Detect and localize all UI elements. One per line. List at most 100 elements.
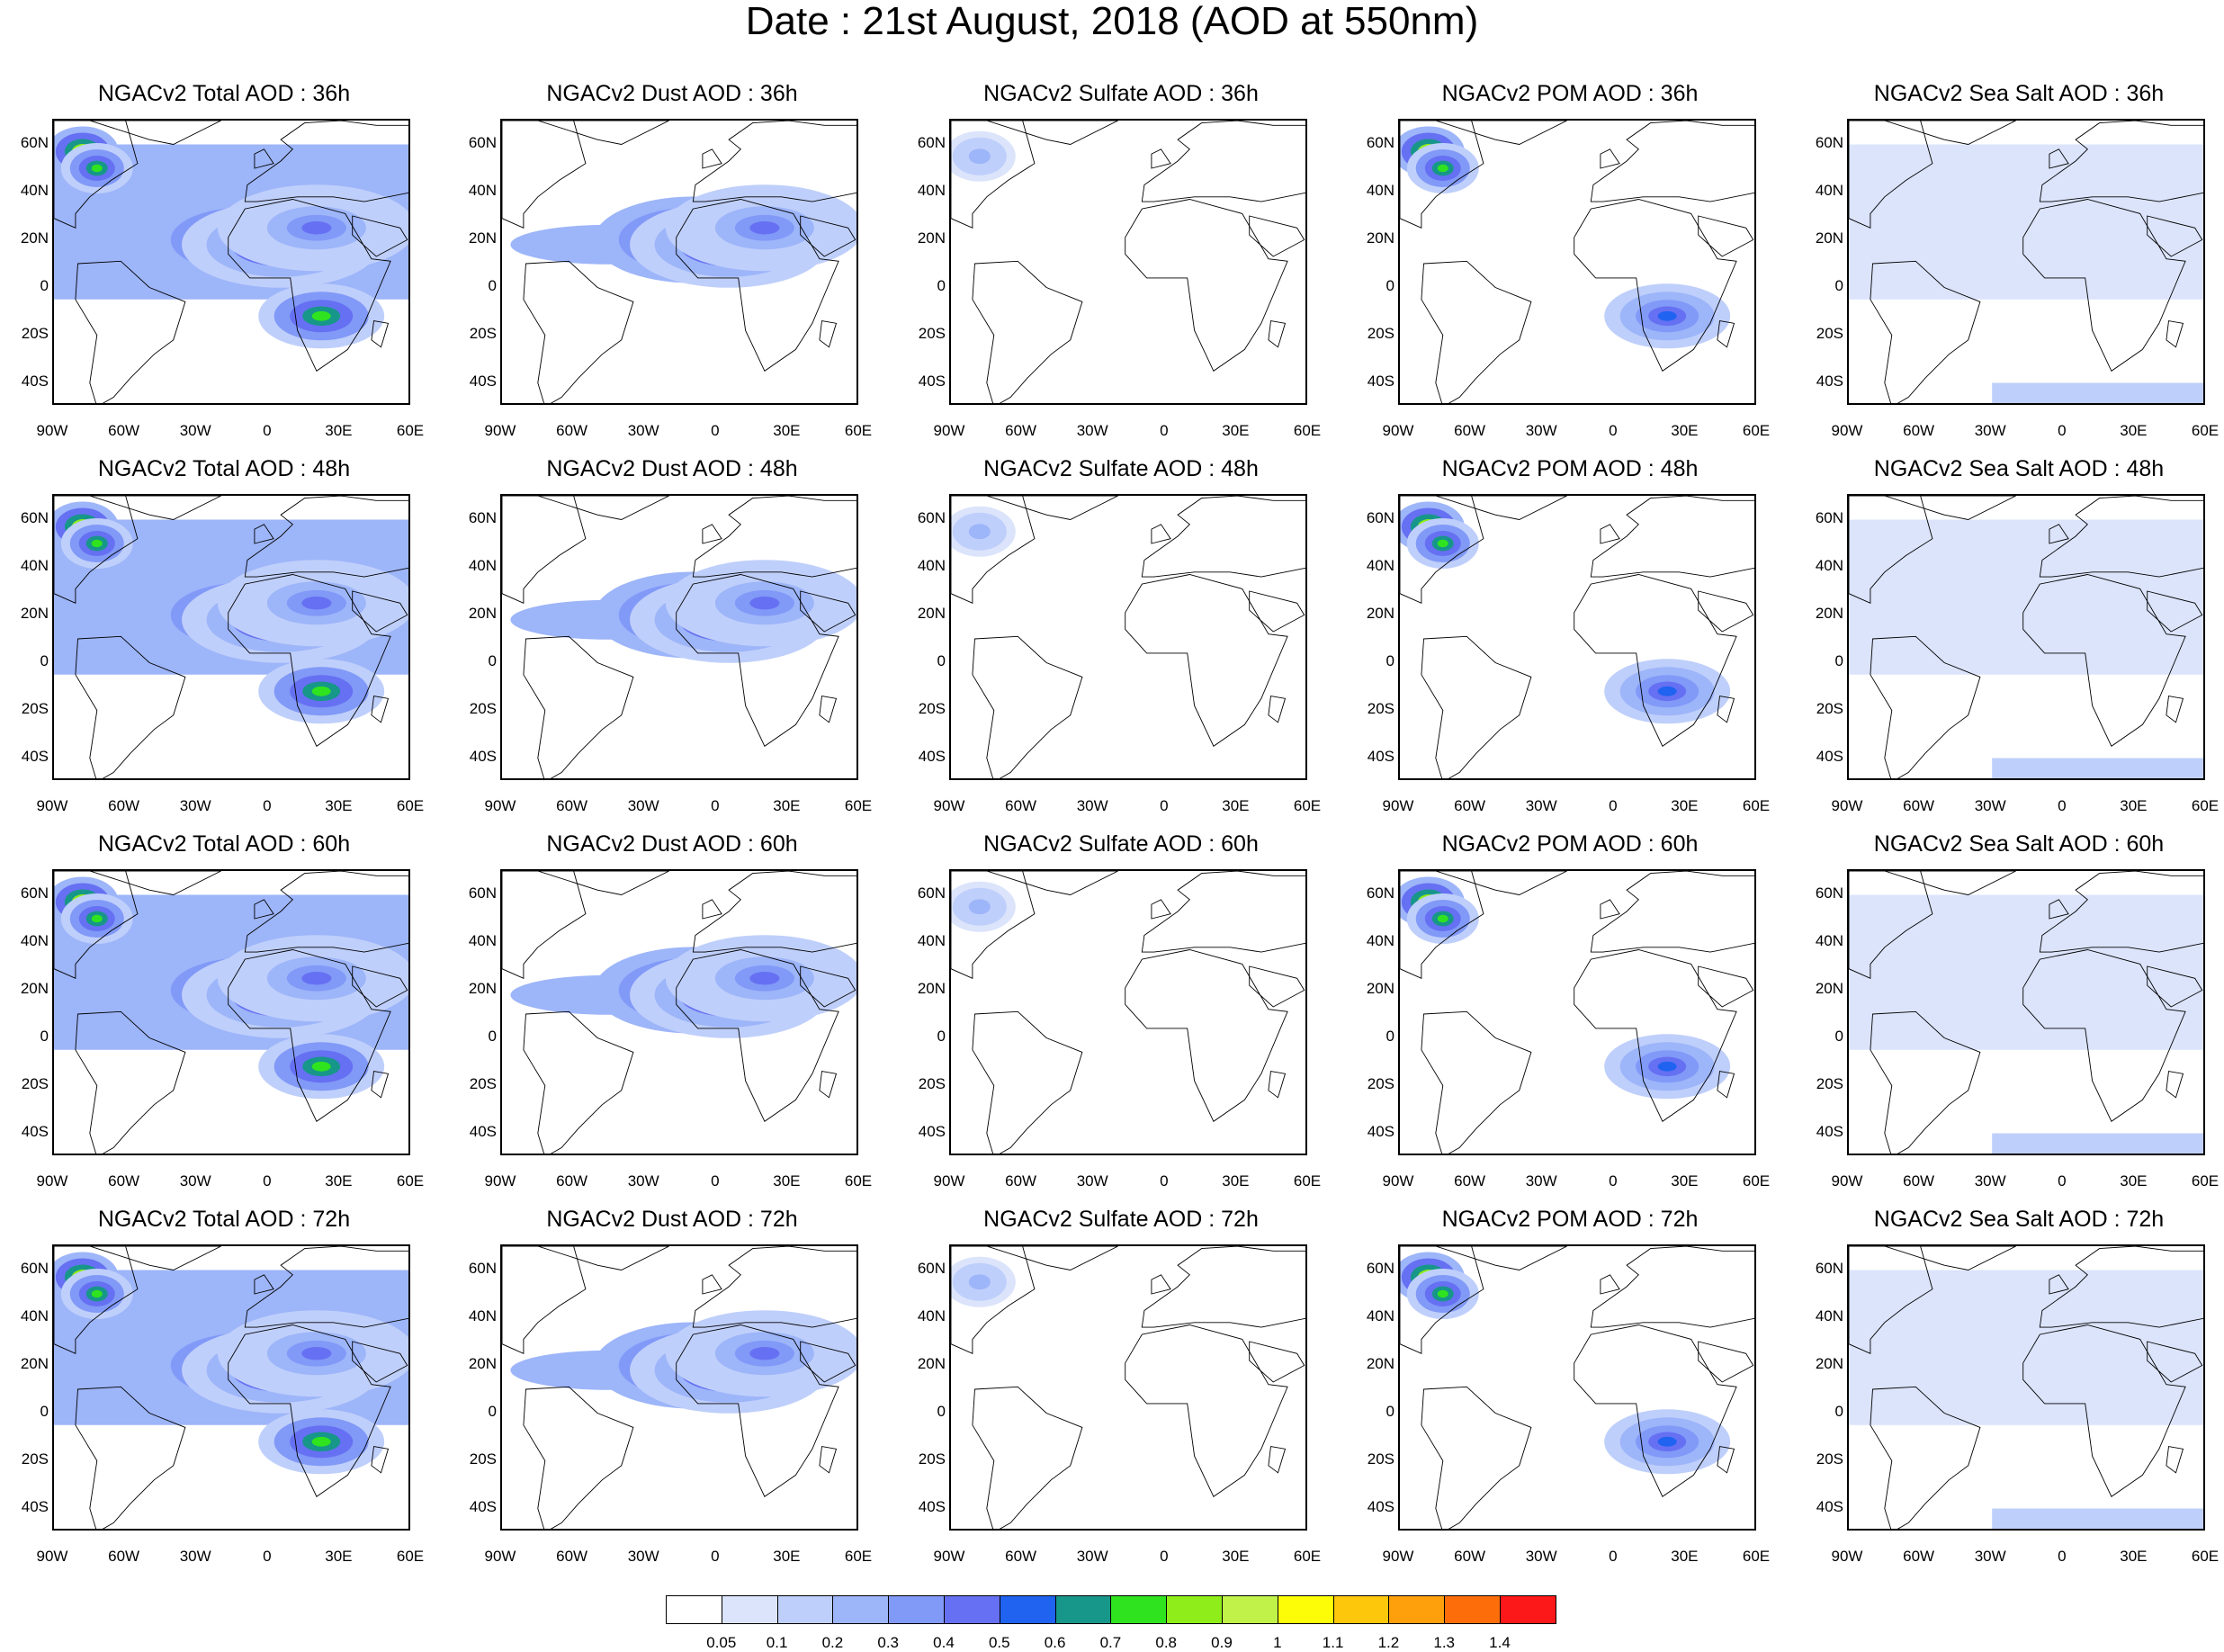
coastline-northAmerica <box>54 496 139 604</box>
lat-tick-label: 40S <box>469 1497 497 1515</box>
aod-map-svg <box>54 871 408 1154</box>
lat-tick-label: 20N <box>20 1354 49 1372</box>
lat-tick-label: 60N <box>1366 508 1394 526</box>
lon-tick-label: 30W <box>179 422 211 439</box>
lon-tick-label: 0 <box>1609 1548 1618 1565</box>
colorbar-label: 0.5 <box>988 1634 1010 1651</box>
colorbar-swatch <box>944 1595 1001 1624</box>
map-panel: NGACv2 POM AOD : 60h 60N 40N 20N 0 20S 40S 90W 6… <box>1346 750 1794 1190</box>
coastline-madagascar <box>1268 1446 1287 1474</box>
lat-tick-label: 20S <box>21 324 49 342</box>
lon-tick-label: 30W <box>627 1172 659 1190</box>
lat-tick-label: 20S <box>918 1074 946 1092</box>
coastline-greenland <box>537 121 669 145</box>
coastline-madagascar <box>1717 696 1735 723</box>
lat-tick-label: 20S <box>918 699 946 717</box>
lat-tick-label: 40N <box>1366 556 1394 574</box>
colorbar-label: 0.8 <box>1155 1634 1177 1651</box>
coastline-madagascar <box>1268 320 1287 348</box>
coastline-africa <box>228 1324 391 1497</box>
lon-tick-label: 30W <box>1076 1548 1108 1565</box>
lon-tick-label: 60W <box>1454 797 1486 814</box>
wildfire-smoke-contour <box>1437 914 1448 923</box>
lon-tick-label: 60E <box>1742 797 1771 814</box>
lon-tick-label: 90W <box>933 1172 965 1190</box>
colorbar-swatch <box>1222 1595 1279 1624</box>
aod-map <box>949 119 1307 405</box>
lon-tick-label: 60W <box>1903 1172 1935 1190</box>
coastline-southAmerica <box>75 635 186 778</box>
coastline-northAmerica <box>1400 1246 1484 1354</box>
lat-tick-label: 0 <box>1386 651 1394 669</box>
lat-tick-label: 20N <box>20 979 49 997</box>
lon-tick-label: 90W <box>1831 797 1863 814</box>
lon-tick-label: 90W <box>484 422 516 439</box>
coastline-northAmerica <box>54 121 139 229</box>
coastline-uk <box>1600 899 1620 920</box>
lon-tick-label: 0 <box>263 797 272 814</box>
coastline-uk <box>1600 148 1620 169</box>
aod-map-svg <box>1400 121 1754 403</box>
coastline-europe <box>2039 871 2203 953</box>
biomass-smoke-contour <box>1657 686 1677 696</box>
panel-title: NGACv2 POM AOD : 72h <box>1441 1207 1699 1232</box>
lat-tick-label: 20N <box>917 979 946 997</box>
lat-tick-label: 60N <box>917 508 946 526</box>
coastline-madagascar <box>819 1446 838 1474</box>
lon-tick-label: 0 <box>2058 422 2067 439</box>
lon-tick-label: 30E <box>1222 1172 1250 1190</box>
lat-tick-label: 0 <box>488 276 497 294</box>
wildfire-smoke-contour <box>1437 1289 1448 1298</box>
lon-tick-label: 30W <box>179 797 211 814</box>
coastline-uk <box>2049 899 2069 920</box>
lat-tick-label: 40S <box>1367 747 1394 765</box>
lat-tick-label: 40S <box>469 372 497 390</box>
map-panel: NGACv2 Sea Salt AOD : 72h 60N 40N 20N 0 20S 40… <box>1795 1126 2224 1565</box>
coastline-greenland <box>89 121 221 145</box>
aod-map-svg <box>54 496 408 778</box>
lat-tick-label: 0 <box>1834 1027 1843 1045</box>
lon-tick-label: 60E <box>396 1172 425 1190</box>
panel-title: NGACv2 Dust AOD : 72h <box>546 1207 798 1232</box>
coastline-arabia <box>1249 1341 1305 1383</box>
panel-title: NGACv2 Sulfate AOD : 48h <box>983 456 1259 481</box>
coastline-africa <box>1574 1324 1737 1497</box>
wildfire-smoke-contour <box>973 902 985 911</box>
lat-tick-label: 60N <box>20 508 49 526</box>
panel-title: NGACv2 Total AOD : 72h <box>97 1207 351 1232</box>
coastline-southAmerica <box>972 635 1083 778</box>
lat-tick-label: 0 <box>937 276 946 294</box>
colorbar-swatch <box>1166 1595 1224 1624</box>
coastline-europe <box>2039 1246 2203 1328</box>
aod-map <box>52 494 410 780</box>
lat-tick-label: 60N <box>1815 1259 1843 1277</box>
lon-tick-label: 90W <box>36 797 68 814</box>
coastline-southAmerica <box>1870 1386 1981 1529</box>
lat-tick-label: 60N <box>917 884 946 902</box>
lon-tick-label: 0 <box>2058 797 2067 814</box>
coastline-europe <box>1590 496 1754 578</box>
coastline-madagascar <box>1268 696 1287 723</box>
lat-tick-label: 20N <box>1366 229 1394 247</box>
colorbar-swatch <box>1054 1595 1112 1624</box>
lat-tick-label: 20S <box>1367 1450 1394 1468</box>
lat-tick-label: 20N <box>1366 1354 1394 1372</box>
lat-tick-label: 40S <box>21 372 49 390</box>
aod-map <box>52 1244 410 1531</box>
lat-tick-label: 40S <box>1816 1497 1843 1515</box>
lat-tick-label: 20N <box>1366 604 1394 622</box>
dust-plume-contour <box>749 597 780 610</box>
lon-tick-label: 0 <box>1160 797 1169 814</box>
lon-tick-label: 60W <box>108 1548 140 1565</box>
lon-tick-label: 30E <box>1671 797 1699 814</box>
coastline-southAmerica <box>972 1386 1083 1529</box>
dust-plume-contour <box>301 221 332 235</box>
lat-tick-label: 60N <box>20 1259 49 1277</box>
map-panel: NGACv2 Sulfate AOD : 60h 60N 40N 20N 0 20S 40S… <box>897 750 1345 1190</box>
lat-tick-label: 0 <box>40 1027 49 1045</box>
map-panel: NGACv2 Dust AOD : 36h 60N 40N 20N 0 20S 40S 90W… <box>448 0 896 439</box>
lon-tick-label: 30E <box>773 422 801 439</box>
aod-map <box>1398 119 1756 405</box>
colorbar-swatch <box>776 1595 834 1624</box>
